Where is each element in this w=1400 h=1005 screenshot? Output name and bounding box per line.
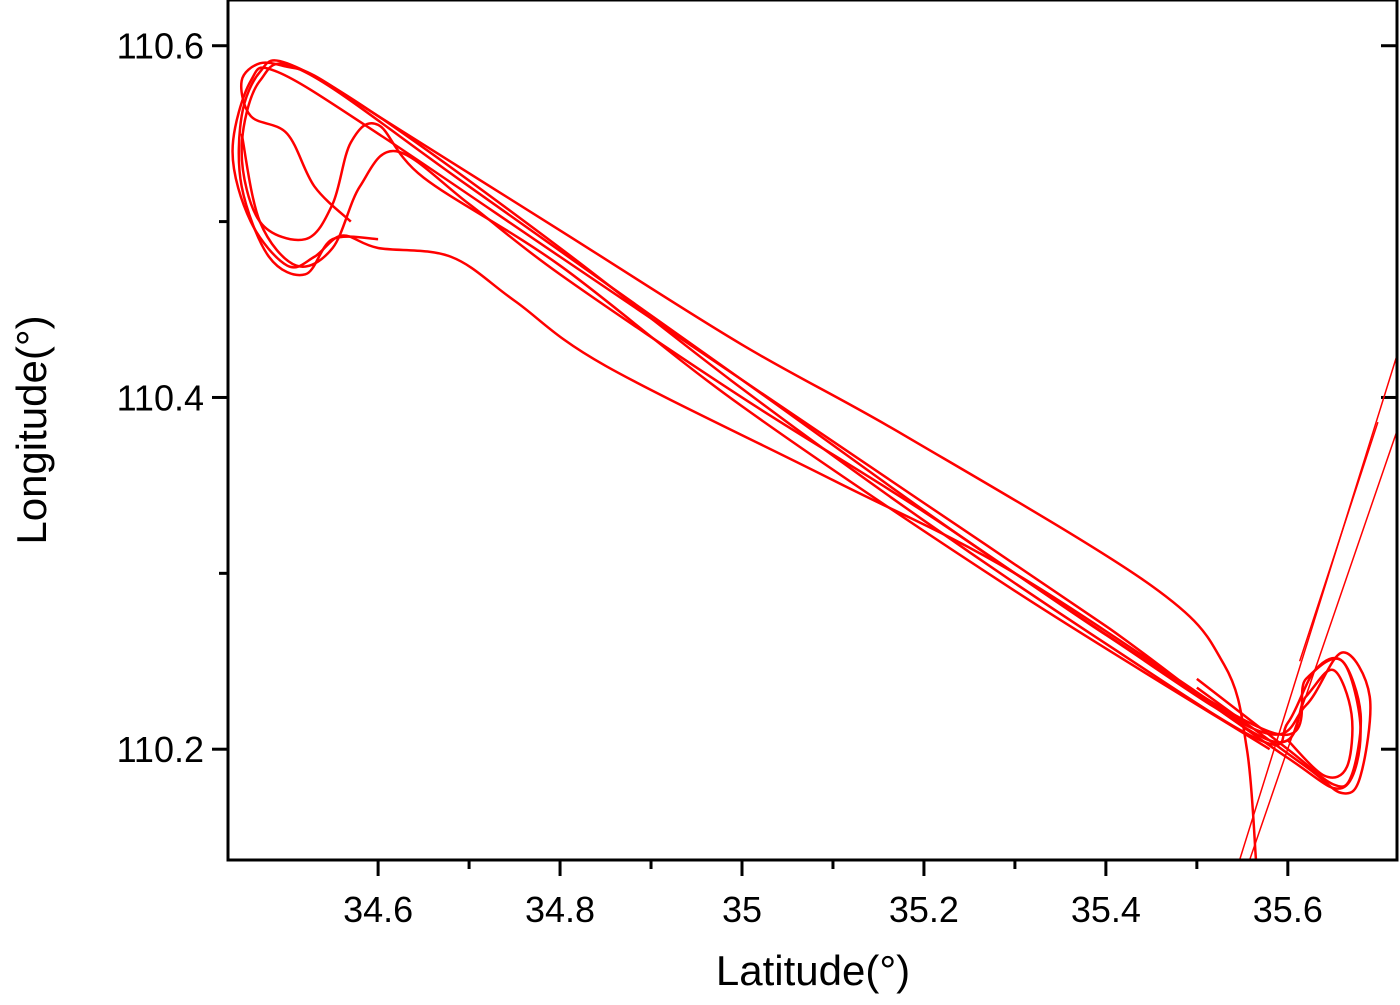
x-tick-label: 34.8 [525,889,595,930]
y-axis-title: Longitude(°) [8,315,55,544]
trajectory-line [231,66,1354,779]
trajectory-line [1298,421,1379,662]
x-tick-label: 35 [722,889,762,930]
plot-frame [226,0,1399,862]
trajectory-line [240,62,1362,790]
trajectory-line [1248,430,1398,860]
x-tick-label: 35.4 [1071,889,1141,930]
x-tick-label: 35.2 [889,889,959,930]
trajectory-line [240,61,1258,860]
y-tick-label: 110.4 [117,377,204,418]
trajectory-line [240,133,1372,795]
plot-area [231,59,1398,860]
trajectory-line [1238,355,1398,860]
y-tick-label: 110.6 [117,26,204,67]
x-tick-label: 35.6 [1253,889,1323,930]
x-tick-label: 34.6 [343,889,413,930]
trajectory-line [237,59,1363,788]
x-axis-title: Latitude(°) [716,947,910,994]
y-tick-label: 110.2 [117,729,204,770]
